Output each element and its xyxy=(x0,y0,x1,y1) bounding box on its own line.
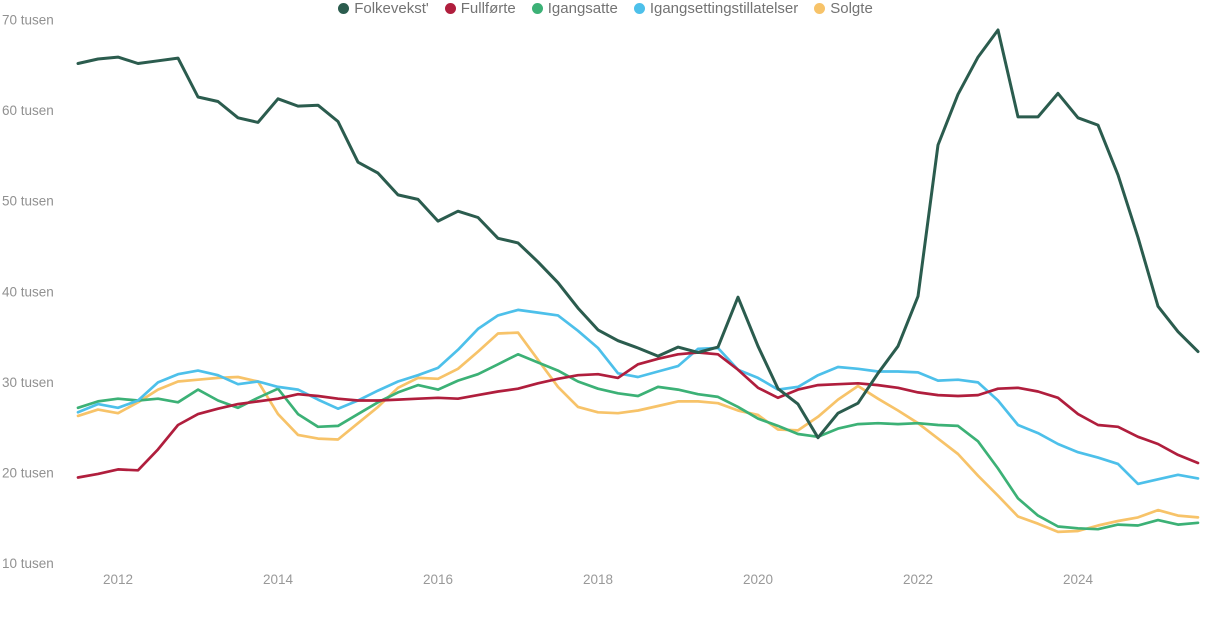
legend-label-fullf-rte: Fullførte xyxy=(460,0,516,17)
series-line-igangsettingstillatelser xyxy=(76,308,1200,486)
y-axis-label-10: 10 tusen xyxy=(2,556,54,571)
chart-legend: Folkevekst' Fullførte Igangsatte Igangsetti… xyxy=(0,0,1211,17)
y-axis-label-50: 50 tusen xyxy=(2,194,54,209)
y-axis-label-40: 40 tusen xyxy=(2,284,54,299)
legend-label-igangsettingstillatelser: Igangsettingstillatelser xyxy=(649,0,799,17)
legend-dot-icon-igangsatte xyxy=(531,3,543,14)
x-axis-label-2022: 2022 xyxy=(903,572,933,587)
x-axis-label-2014: 2014 xyxy=(263,572,294,587)
legend-item-folkevekst[interactable]: Folkevekst' xyxy=(338,0,429,17)
legend-dot-icon-solgte xyxy=(814,3,826,14)
legend-item-igangsettingstillatelser[interactable]: Igangsettingstillatelser xyxy=(633,0,799,17)
legend-label-solgte: Solgte xyxy=(830,0,873,17)
legend-item-fullf-rte[interactable]: Fullførte xyxy=(444,0,516,17)
x-axis-label-2020: 2020 xyxy=(743,572,773,587)
legend-item-solgte[interactable]: Solgte xyxy=(814,0,873,17)
x-axis-label-2018: 2018 xyxy=(583,572,613,587)
y-axis-label-20: 20 tusen xyxy=(2,466,54,481)
x-axis-label-2024: 2024 xyxy=(1063,572,1094,587)
y-axis-label-30: 30 tusen xyxy=(2,375,54,390)
legend-item-igangsatte[interactable]: Igangsatte xyxy=(531,0,618,17)
series-line-folkevekst xyxy=(76,28,1200,440)
legend-label-folkevekst: Folkevekst' xyxy=(354,0,429,17)
legend-dot-icon-fullf-rte xyxy=(444,3,456,14)
x-axis-label-2012: 2012 xyxy=(103,572,133,587)
y-axis-label-60: 60 tusen xyxy=(2,103,54,118)
series-line-fullf-rte xyxy=(76,351,1200,479)
legend-label-igangsatte: Igangsatte xyxy=(547,0,618,17)
x-axis-label-2016: 2016 xyxy=(423,572,453,587)
legend-dot-icon-igangsettingstillatelser xyxy=(633,3,645,14)
legend-dot-icon-folkevekst xyxy=(338,3,350,14)
series-line-igangsatte xyxy=(76,352,1200,531)
y-axis-label-70: 70 tusen xyxy=(2,13,54,28)
series-line-solgte xyxy=(76,331,1200,534)
